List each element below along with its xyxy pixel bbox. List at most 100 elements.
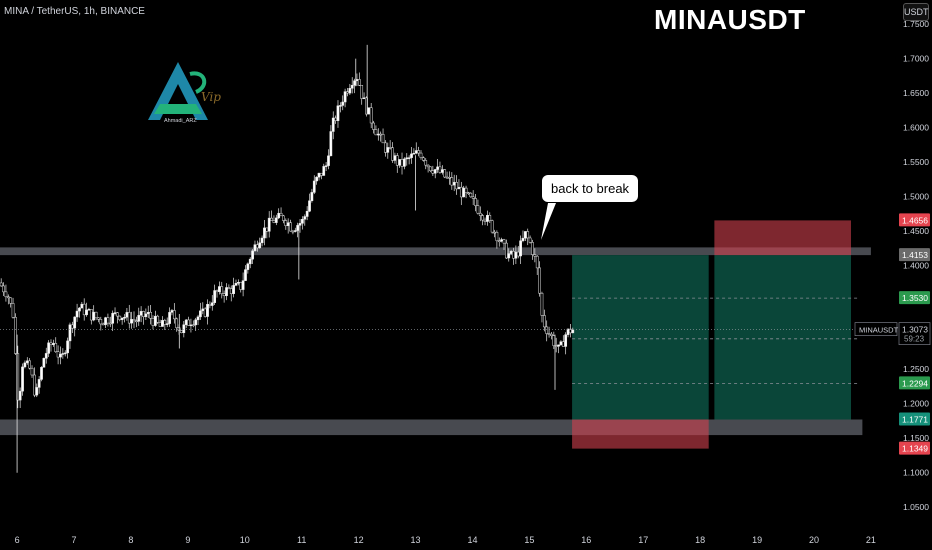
- price-axis[interactable]: 1.7500 1.7000 1.6500 1.6000 1.5500 1.5000 1.45…: [854, 19, 931, 512]
- candle-body: [559, 341, 563, 346]
- candle-body: [101, 323, 105, 326]
- candle-body: [272, 220, 276, 223]
- candle-body: [336, 105, 340, 121]
- logo-bar-shape: [154, 104, 202, 114]
- candle-body: [310, 192, 314, 202]
- candle-body: [234, 283, 238, 286]
- y-tick-label: 1.2000: [903, 399, 929, 409]
- candle-body: [213, 290, 216, 303]
- candle-body: [144, 313, 148, 317]
- candle-body: [194, 319, 198, 326]
- candle-body: [132, 319, 136, 322]
- candle-body: [417, 150, 420, 154]
- candle-body: [502, 239, 506, 244]
- candle-body: [180, 330, 183, 334]
- candle-body: [533, 254, 537, 257]
- candle-body: [407, 157, 411, 159]
- candle-body: [70, 324, 74, 329]
- candle-body: [14, 317, 17, 354]
- candle-body: [28, 360, 31, 369]
- candle-body: [239, 282, 243, 290]
- candle-body: [429, 166, 432, 172]
- candle-body: [334, 117, 337, 121]
- x-tick-label: 12: [354, 535, 364, 545]
- candle-body: [521, 237, 525, 242]
- candle-body: [49, 342, 53, 345]
- candle-body: [350, 84, 354, 89]
- candle-body: [156, 315, 160, 323]
- candle-body: [104, 317, 107, 325]
- candle-body: [78, 307, 81, 312]
- currency-button[interactable]: USDT: [903, 3, 929, 21]
- candle-body: [471, 196, 475, 199]
- candle-body: [189, 324, 193, 327]
- candle-body: [265, 227, 269, 232]
- candle-body: [395, 155, 399, 166]
- candle-body: [384, 142, 387, 153]
- candle-body: [362, 97, 366, 100]
- candle-body: [547, 333, 551, 335]
- candle-body: [315, 176, 318, 182]
- candle-body: [514, 251, 518, 259]
- candle-body: [149, 311, 152, 319]
- candle-body: [410, 153, 413, 158]
- candle-body: [324, 165, 328, 167]
- candle-body: [552, 335, 556, 346]
- x-tick-label: 8: [128, 535, 133, 545]
- candle-body: [33, 374, 36, 396]
- candle-body: [445, 176, 449, 179]
- candle-body: [210, 302, 214, 306]
- candle-body: [125, 312, 129, 318]
- candle-body: [222, 293, 226, 297]
- price-label-text: 1.1349: [902, 444, 928, 454]
- candle-body: [279, 212, 283, 217]
- symbol-info[interactable]: MINA / TetherUS, 1h, BINANCE: [4, 6, 145, 17]
- candle-body: [481, 215, 485, 221]
- candle-body: [106, 317, 110, 324]
- logo-curve-shape: [189, 71, 207, 94]
- price-label-tag: [899, 376, 930, 390]
- current-symbol-text: MINAUSDT: [859, 326, 899, 335]
- candle-body: [448, 177, 451, 179]
- candle-body: [372, 122, 375, 130]
- candle-body: [267, 217, 271, 232]
- candle-body: [251, 250, 254, 260]
- candle-body: [187, 319, 190, 326]
- candle-body: [227, 287, 231, 289]
- candle-body: [116, 312, 119, 317]
- candle-body: [108, 322, 112, 325]
- candle-body: [30, 367, 34, 376]
- candle-body: [158, 322, 162, 327]
- candle-body: [196, 316, 200, 321]
- candle-body: [512, 250, 515, 259]
- candle-body: [208, 304, 212, 306]
- candle-body: [486, 215, 489, 222]
- candle-body: [225, 287, 228, 297]
- candle-body: [215, 290, 219, 293]
- candle-body: [343, 91, 347, 103]
- candle-body: [296, 225, 300, 231]
- candle-body: [474, 198, 477, 206]
- y-tick-label: 1.6500: [903, 88, 929, 98]
- candle-body: [476, 205, 480, 214]
- candle-body: [42, 358, 46, 368]
- price-label-text: 1.4153: [902, 250, 928, 260]
- candle-body: [113, 312, 117, 314]
- candle-body: [355, 79, 359, 82]
- candle-body: [21, 366, 24, 392]
- y-tick-label: 1.1500: [903, 433, 929, 443]
- candle-body: [11, 303, 15, 318]
- y-tick-label: 1.7500: [903, 19, 929, 29]
- candle-body: [308, 200, 311, 212]
- candle-body: [87, 309, 91, 311]
- time-axis[interactable]: 6 7 8 9 10 11 12 13 14 15 16 17 18 19 20 21: [15, 535, 876, 545]
- price-label-text: 1.2294: [902, 378, 928, 388]
- candle-body: [329, 131, 333, 157]
- y-tick-label: 1.0500: [903, 502, 929, 512]
- logo-mark-text: Vip: [201, 90, 221, 104]
- candle-body: [274, 217, 278, 223]
- candle-body: [54, 343, 58, 353]
- candle-body: [255, 244, 259, 249]
- price-label-tag: [899, 248, 930, 262]
